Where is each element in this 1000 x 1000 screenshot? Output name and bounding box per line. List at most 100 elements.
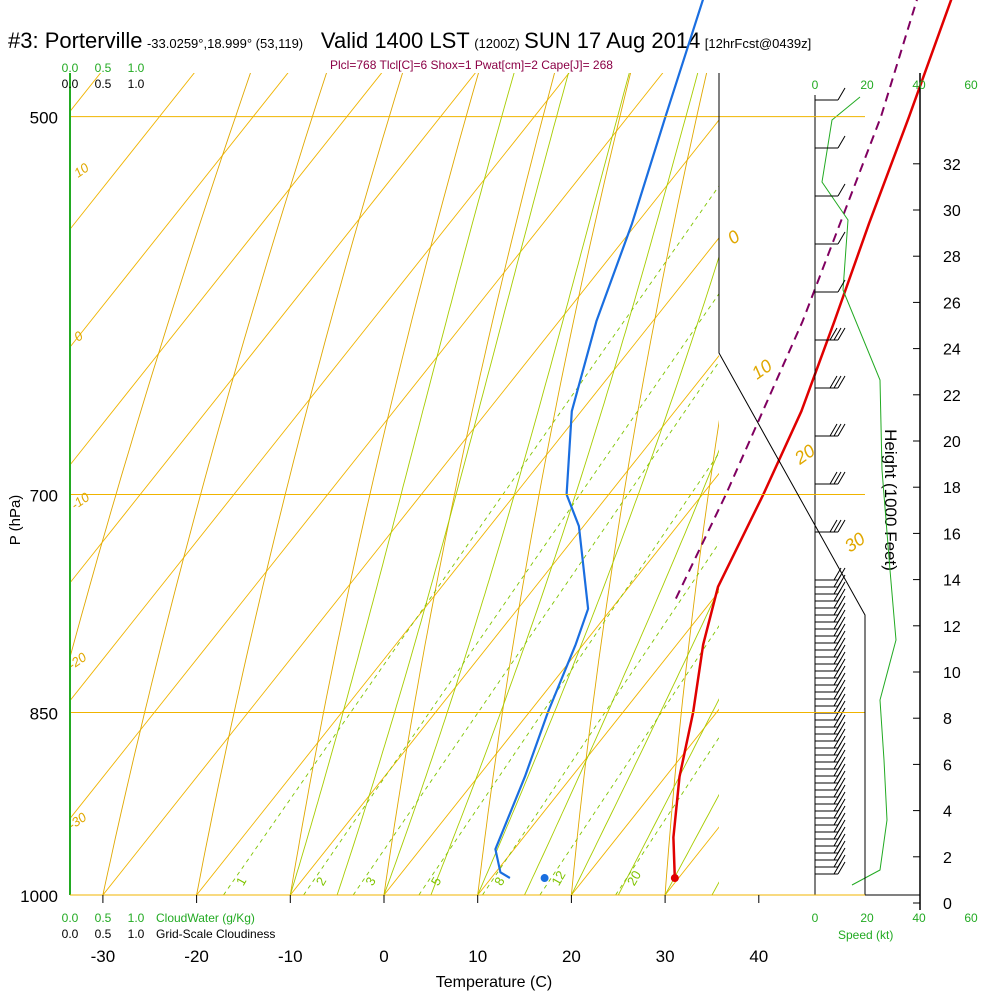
dry-adiabat-line <box>70 73 251 660</box>
temp-tick-label: 30 <box>656 947 675 966</box>
wind-barb-flag <box>837 87 846 101</box>
wind-barb-flag <box>829 327 838 341</box>
wind-barb-flag <box>833 327 842 341</box>
wind-barb-flag <box>833 700 842 714</box>
height-tick-label: 10 <box>943 665 961 682</box>
temp-tick-label: 0 <box>379 947 388 966</box>
wind-barb-flag <box>829 519 838 533</box>
dry-adiabat-label: 20 <box>790 440 819 468</box>
moist-adiabat-line <box>617 698 719 895</box>
cloud-scale-bottom: 0.5 <box>95 911 112 925</box>
mixing-ratio-label: 20 <box>624 868 644 888</box>
stability-indices: Plcl=768 Tlcl[C]=6 Shox=1 Pwat[cm]=2 Cap… <box>330 58 613 72</box>
forecast-info: [12hrFcst@0439z] <box>704 36 812 51</box>
wind-barb-flag <box>833 777 842 791</box>
wind-barb-flag <box>837 375 846 389</box>
wind-barb-flag <box>833 630 842 644</box>
speed-tick-label-top: 20 <box>860 78 874 92</box>
wind-barb-flag <box>833 791 842 805</box>
temp-tick-label: -10 <box>278 947 303 966</box>
wind-barb-flag <box>833 588 842 602</box>
speed-tick-label-bottom: 20 <box>860 911 874 925</box>
x-axis-label: Temperature (C) <box>436 974 552 991</box>
speed-tick-label-bottom: 40 <box>912 911 926 925</box>
dry-adiabat-line <box>664 419 719 895</box>
mixing-ratio-label: 12 <box>548 868 568 888</box>
height-tick-label: 12 <box>943 619 961 636</box>
dry-adiabat-line <box>102 73 327 895</box>
pressure-tick-label: 850 <box>30 704 58 723</box>
height-tick-label: 32 <box>943 157 961 174</box>
cloudiness-label: Grid-Scale Cloudiness <box>156 927 275 941</box>
moist-adiabat-line <box>524 449 719 895</box>
wind-barb-flag <box>833 581 842 595</box>
wind-barb-flag <box>833 742 842 756</box>
parcel-path <box>674 0 918 600</box>
valid-time: Valid 1400 LST <box>320 28 470 53</box>
wind-barb-flag <box>833 840 842 854</box>
wind-barb-flag <box>837 231 846 245</box>
wind-barb-flag <box>837 861 846 875</box>
wind-barb-flag <box>833 854 842 868</box>
mixing-ratio-label: 2 <box>313 874 330 888</box>
isotherm-line <box>0 0 591 895</box>
isotherm-line <box>70 73 289 348</box>
mixing-ratio-line <box>223 185 719 895</box>
height-tick-label: 14 <box>943 573 961 590</box>
moist-adiabat-line <box>570 587 719 895</box>
height-tick-label: 22 <box>943 388 961 405</box>
wind-barb-flag <box>833 805 842 819</box>
wind-barb-flag <box>833 616 842 630</box>
wind-barb-flag <box>833 665 842 679</box>
surface-temperature-dot <box>670 874 679 883</box>
mixing-ratio-line <box>539 625 719 895</box>
cloud-scale-top: 1.0 <box>128 61 145 75</box>
height-tick-label: 30 <box>943 203 961 220</box>
temp-tick-label: -30 <box>91 947 116 966</box>
wind-barb-flag <box>833 686 842 700</box>
wind-barb-flag <box>833 721 842 735</box>
wind-barb-flag <box>833 574 842 588</box>
mixing-ratio-label: 3 <box>362 874 379 888</box>
wind-barb-flag <box>833 861 842 875</box>
dry-adiabat-line <box>383 73 555 895</box>
cloud-scale-top: 0.5 <box>95 61 112 75</box>
height-tick-label: 6 <box>943 757 952 774</box>
dry-adiabat-label: -30 <box>65 809 90 833</box>
speed-tick-label-top: 0 <box>812 78 819 92</box>
cloud-scale-top: 0.0 <box>62 61 79 75</box>
surface-dewpoint-dot <box>540 874 549 883</box>
dry-adiabat-line <box>853 0 1000 895</box>
isotherm-line <box>70 73 570 702</box>
dry-adiabat-line <box>196 73 403 895</box>
wind-barb-flag <box>833 763 842 777</box>
isotherm-line <box>289 355 719 895</box>
wind-barb-flag <box>833 784 842 798</box>
mixing-ratio-line <box>482 542 719 895</box>
chart-title: #3: Porterville -33.0259°,18.999° (53,11… <box>8 28 811 54</box>
isotherm-line <box>70 73 664 820</box>
pressure-tick-label: 1000 <box>20 887 58 906</box>
wind-barb-flag <box>833 672 842 686</box>
cloudiness-scale-top: 1.0 <box>128 77 145 91</box>
dry-adiabat-label: 0 <box>724 226 744 248</box>
wind-barb-flag <box>833 423 842 437</box>
station-coords: -33.0259°,18.999° (53,119) <box>146 36 304 51</box>
wind-barb-flag <box>837 183 846 197</box>
height-tick-label: 20 <box>943 434 961 451</box>
height-tick-label: 26 <box>943 295 961 312</box>
dry-adiabat-label: 10 <box>748 355 776 383</box>
wind-barb-flag <box>833 728 842 742</box>
pressure-tick-label: 500 <box>30 109 58 128</box>
height-axis-label: Height (1000 Feet) <box>881 429 900 571</box>
wind-barb-flag <box>833 651 842 665</box>
wind-speed-profile <box>821 96 897 886</box>
wind-barb-flag <box>833 595 842 609</box>
wind-barb-flag <box>833 833 842 847</box>
dry-adiabat-line <box>570 73 708 895</box>
speed-axis-label: Speed (kt) <box>838 928 893 942</box>
height-tick-label: 24 <box>943 342 961 359</box>
wind-barb-flag <box>833 749 842 763</box>
temp-tick-label: -20 <box>184 947 209 966</box>
